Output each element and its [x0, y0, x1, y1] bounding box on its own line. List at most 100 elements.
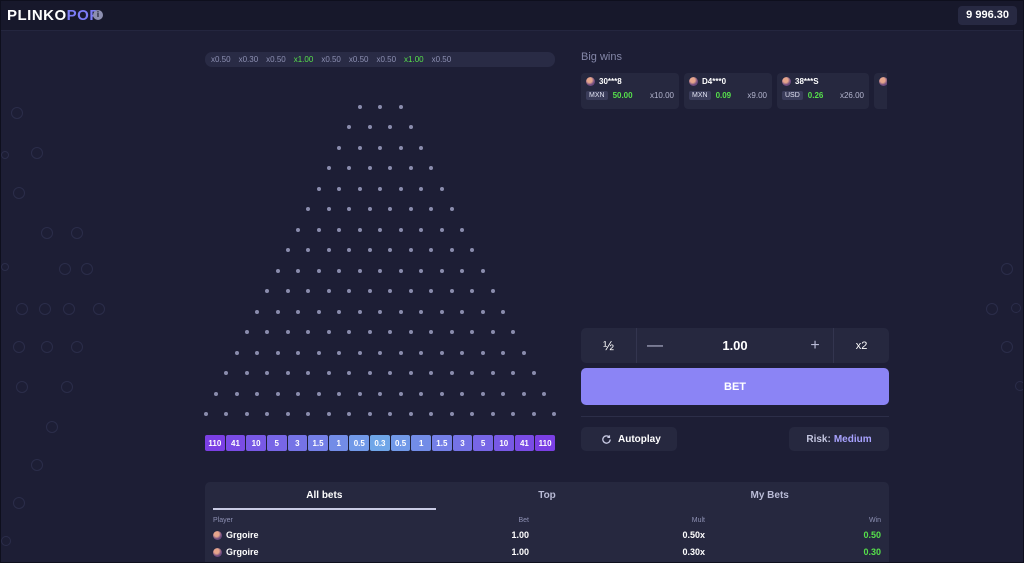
peg: [439, 350, 444, 355]
peg: [388, 371, 393, 376]
peg: [501, 309, 505, 314]
tab-all-bets[interactable]: All bets: [213, 490, 436, 510]
history-item: x0.30: [238, 55, 259, 64]
peg: [460, 391, 464, 396]
peg: [419, 391, 423, 396]
decorative-circle: [1, 536, 11, 546]
win-multiplier: x9.00: [747, 91, 767, 100]
decorative-circle: [39, 303, 51, 315]
increase-bet-button[interactable]: +: [810, 336, 820, 354]
peg: [480, 268, 485, 273]
peg: [398, 186, 403, 191]
win-multiplier: x26.00: [839, 91, 864, 100]
decorative-circle: [71, 341, 83, 353]
decorative-circle: [41, 227, 53, 239]
peg: [347, 166, 352, 171]
peg: [378, 350, 382, 355]
peg: [398, 227, 403, 232]
bet-button[interactable]: BET: [581, 368, 889, 405]
peg: [337, 391, 341, 396]
peg: [449, 248, 454, 253]
row-bet: 1.00: [511, 530, 529, 540]
peg: [449, 412, 454, 416]
peg: [326, 166, 331, 171]
peg: [296, 268, 300, 273]
decorative-circle: [1011, 303, 1021, 313]
tab-top[interactable]: Top: [538, 490, 556, 501]
peg: [347, 248, 352, 253]
risk-selector[interactable]: Risk: Medium: [789, 427, 889, 451]
refresh-icon: [602, 434, 611, 444]
multiplier-slot: 10: [246, 435, 266, 451]
big-win-card: 30***8 MXN 50.00 x10.00: [581, 73, 679, 109]
bet-amount-input[interactable]: 1.00: [722, 338, 748, 353]
plinkopop-logo: PLINKOPOP: [7, 7, 100, 24]
history-item: x0.50: [211, 55, 231, 64]
peg: [357, 186, 362, 191]
peg: [357, 309, 362, 314]
decorative-circle: [1, 263, 9, 271]
risk-label: Risk:: [806, 433, 831, 445]
peg: [480, 309, 485, 314]
multiplier-slot: 0.5: [390, 435, 411, 451]
autoplay-button[interactable]: Autoplay: [581, 427, 677, 451]
multiplier-slot: 1.5: [308, 435, 328, 451]
peg: [357, 391, 362, 396]
peg: [357, 105, 362, 109]
peg: [398, 350, 403, 355]
peg: [347, 371, 352, 376]
win-multiplier: x10.00: [649, 91, 674, 100]
history-item: x0.50: [348, 55, 369, 64]
multiplier-slot: 3: [452, 435, 473, 451]
peg: [408, 166, 413, 171]
peg: [449, 207, 454, 212]
peg: [470, 330, 475, 335]
row-bet: 1.00: [511, 547, 529, 557]
peg: [408, 289, 413, 294]
double-bet-button[interactable]: x2: [833, 328, 889, 363]
big-win-card: D4***0 MXN 0.09 x9.00: [684, 73, 772, 109]
tab-my-bets[interactable]: My Bets: [750, 490, 789, 501]
peg: [326, 371, 331, 376]
peg: [521, 391, 526, 396]
peg: [480, 391, 485, 396]
multiplier-slot: 41: [225, 435, 246, 451]
peg: [419, 268, 423, 273]
history-item: x0.50: [376, 55, 397, 64]
decorative-circle: [1, 151, 9, 159]
peg: [347, 330, 352, 335]
peg: [419, 227, 423, 232]
peg: [265, 289, 270, 294]
peg: [429, 330, 434, 335]
peg: [419, 350, 423, 355]
peg: [408, 207, 413, 212]
peg: [224, 371, 229, 376]
peg: [429, 289, 434, 294]
peg: [501, 391, 505, 396]
decrease-bet-button[interactable]: —: [647, 336, 663, 354]
peg: [337, 309, 341, 314]
column-header-mult: Mult: [691, 517, 705, 524]
bet-amount-control: ½ — 1.00 + x2: [581, 328, 889, 363]
peg: [419, 186, 423, 191]
avatar: [879, 77, 887, 86]
peg: [449, 330, 454, 335]
history-item: x0.50: [321, 55, 341, 64]
info-icon[interactable]: i: [93, 10, 103, 20]
peg: [367, 207, 372, 212]
peg: [470, 371, 475, 376]
peg: [326, 330, 331, 335]
decorative-circle: [1001, 263, 1013, 275]
peg: [490, 371, 495, 376]
multiplier-slot: 1: [328, 435, 349, 451]
peg: [316, 309, 321, 314]
half-bet-button[interactable]: ½: [581, 328, 637, 363]
peg: [367, 412, 372, 416]
peg: [265, 371, 270, 376]
big-wins-title: Big wins: [581, 51, 622, 63]
peg: [439, 227, 444, 232]
decorative-circle: [93, 303, 105, 315]
peg: [388, 412, 393, 416]
peg: [367, 289, 372, 294]
avatar: [782, 77, 791, 86]
